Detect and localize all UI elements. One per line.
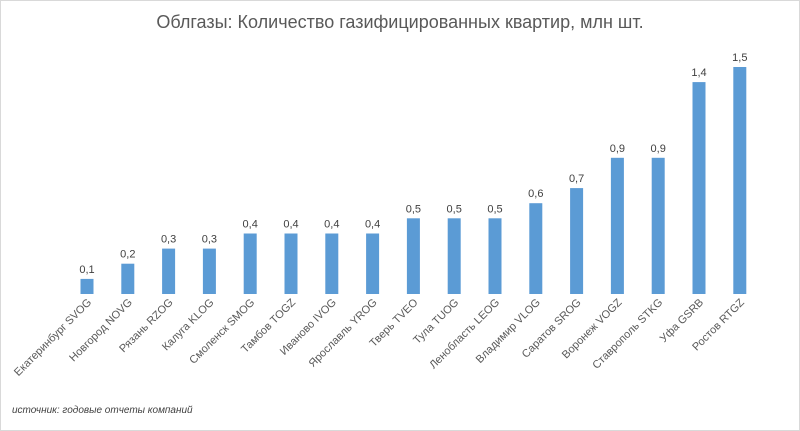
data-label-10: 0,5 — [447, 203, 462, 215]
bar-12 — [529, 203, 543, 294]
data-label-8: 0,4 — [365, 219, 380, 231]
bar-4 — [202, 248, 216, 294]
data-label-12: 0,6 — [528, 188, 543, 200]
data-label-9: 0,5 — [406, 203, 421, 215]
bar-3 — [162, 248, 176, 294]
bar-1 — [80, 278, 94, 294]
data-label-5: 0,4 — [243, 219, 258, 231]
bar-14 — [610, 157, 624, 294]
bar-13 — [570, 188, 584, 294]
data-label-17: 1,5 — [732, 52, 747, 64]
bar-2 — [121, 263, 135, 294]
x-tick-label-8: Ярославль YROG — [307, 297, 380, 370]
data-label-6: 0,4 — [283, 219, 298, 231]
data-label-7: 0,4 — [324, 219, 339, 231]
data-label-2: 0,2 — [120, 249, 135, 261]
data-label-13: 0,7 — [569, 173, 584, 185]
x-tick-label-11: Ленобласть LEOG — [427, 297, 502, 372]
bar-11 — [488, 218, 502, 294]
data-label-16: 1,4 — [691, 67, 706, 79]
bar-9 — [406, 218, 420, 294]
data-label-3: 0,3 — [161, 234, 176, 246]
bar-16 — [692, 82, 706, 294]
data-label-11: 0,5 — [487, 203, 502, 215]
data-label-4: 0,3 — [202, 234, 217, 246]
data-label-15: 0,9 — [651, 143, 666, 155]
x-tick-label-1: Екатеринбург SVOG — [12, 297, 94, 379]
bar-10 — [447, 218, 461, 294]
bar-8 — [366, 233, 380, 294]
bar-7 — [325, 233, 339, 294]
bar-6 — [284, 233, 298, 294]
bar-5 — [243, 233, 257, 294]
bar-15 — [651, 157, 665, 294]
x-tick-label-15: Ставрополь STKG — [590, 297, 665, 372]
data-label-14: 0,9 — [610, 143, 625, 155]
bar-17 — [733, 67, 747, 294]
source-note: источник: годовые отчеты компаний — [12, 405, 193, 416]
chart-title: Облгазы: Количество газифицированных ква… — [156, 12, 644, 32]
data-label-1: 0,1 — [79, 264, 94, 276]
